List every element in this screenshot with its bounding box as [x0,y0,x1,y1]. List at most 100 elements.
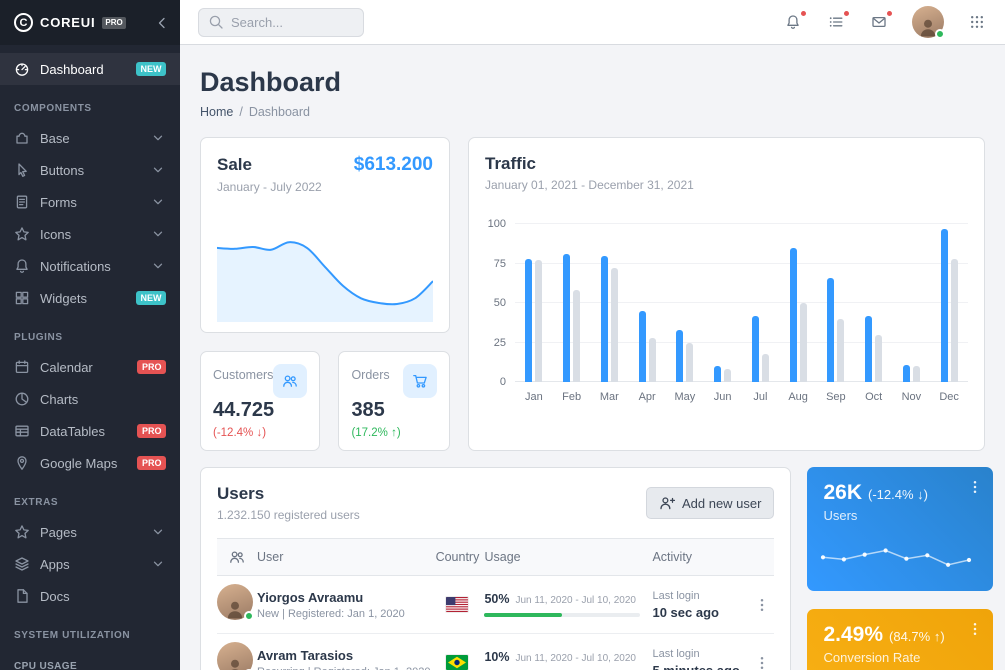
column-activity: Activity [652,550,693,564]
users-title: Users [217,484,265,503]
user-meta: Recurring | Registered: Jan 1, 2020 [257,666,430,670]
users-widget: 26K (-12.4% ↓) Users [807,467,994,591]
sidebar-item-calendar[interactable]: Calendar PRO [0,351,180,383]
sidebar-item-docs[interactable]: Docs [0,580,180,612]
bar-group-oct [855,224,893,382]
brand-name: COREUI [40,15,96,30]
user-name: Yiorgos Avraamu [257,589,364,605]
sidebar-utilization-label: CPU USAGE [14,661,78,670]
search-input[interactable] [231,14,354,30]
sidebar-item-label: DataTables [40,423,106,439]
bar-previous [686,342,694,382]
traffic-plot [515,223,968,382]
sidebar-item-widgets[interactable]: Widgets NEW [0,282,180,314]
sidebar-brand[interactable]: C COREUI PRO [0,0,180,45]
x-tick-label: Feb [562,391,582,403]
activity-value: 5 minutes ago [652,662,740,670]
sidebar-item-label: Pages [40,524,77,540]
bar-group-sep [817,224,855,382]
breadcrumb-home[interactable]: Home [200,105,234,119]
customers-label: Customers [213,368,274,382]
list-icon[interactable] [826,10,850,32]
user-name: Avram Tarasios [257,647,354,663]
sidebar-item-base[interactable]: Base [0,122,180,154]
gridline [515,262,968,264]
user-avatar[interactable] [912,6,945,39]
bar-current [827,277,835,382]
kebab-menu-button[interactable] [965,619,985,639]
usage-percent: 50% [484,592,510,606]
bar-current [600,255,608,382]
speedometer-icon [14,61,30,77]
sidebar-item-apps[interactable]: Apps [0,548,180,580]
bar-group-mar [591,224,629,382]
widgets-column: 26K (-12.4% ↓) Users 2.49% (84.7% ↑) Conversi… [807,467,994,670]
x-tick-label: Jul [753,391,768,403]
gridline [515,341,968,343]
coreui-logo-icon: C [14,13,33,32]
sidebar-collapse-button[interactable] [154,15,170,31]
layers-icon [14,556,30,572]
file-icon [14,588,30,604]
sidebar-item-label: Buttons [40,162,85,178]
customers-card: Customers 44.725 (-12.4% ↓) [200,351,321,451]
activity-label: Last login [652,589,700,602]
brand-pro-badge: PRO [102,16,126,29]
sidebar-item-icons[interactable]: Icons [0,218,180,250]
sidebar-item-label: Icons [40,226,72,242]
sidebar-item-google-maps[interactable]: Google Maps PRO [0,447,180,479]
sidebar-item-forms[interactable]: Forms [0,186,180,218]
sidebar-item-label: Notifications [40,258,111,274]
sidebar-item-buttons[interactable]: Buttons [0,154,180,186]
sidebar-item-notifications[interactable]: Notifications [0,250,180,282]
column-country: Country [435,550,480,564]
column-user: User [257,550,284,564]
bar-current [789,247,797,382]
bar-current [563,254,571,382]
sidebar-item-dashboard[interactable]: Dashboard NEW [0,53,180,85]
row-kebab-button[interactable] [752,653,772,670]
bell-icon[interactable] [783,10,807,32]
status-dot [935,29,945,39]
row-kebab-button[interactable] [752,595,772,615]
sidebar-item-charts[interactable]: Charts [0,383,180,415]
bar-current [638,310,646,382]
sale-period: January - July 2022 [217,180,322,194]
notes-icon [14,194,30,210]
sidebar-item-datatables[interactable]: DataTables PRO [0,415,180,447]
breadcrumb-separator: / [239,105,243,119]
users-table-header: User Country Usage Activity [217,538,775,576]
envelope-icon[interactable] [869,10,893,32]
sidebar-item-badge: NEW [136,291,166,305]
x-tick-label: May [674,391,696,403]
usage-progress [484,613,641,617]
bar-previous [648,337,656,382]
traffic-x-axis: Jan Feb Mar Apr May Jun Jul Aug Sep Oct Nov Dec [515,391,968,403]
widget-value: 2.49% [823,623,884,646]
x-tick-label: Aug [788,391,808,403]
search-icon [208,14,224,30]
grid-icon[interactable] [967,12,987,32]
bar-previous [799,303,807,382]
usage-period: Jun 11, 2020 - Jul 10, 2020 [515,595,636,606]
search-box[interactable] [198,7,364,37]
x-tick-label: Dec [939,391,959,403]
bell-icon [14,258,30,274]
bar-current [714,366,722,382]
avatar [217,642,254,670]
x-tick-label: Jan [525,391,543,403]
activity-label: Last login [652,647,700,660]
add-new-user-button[interactable]: Add new user [645,487,775,519]
sale-area-chart [217,241,433,322]
kebab-menu-button[interactable] [965,477,985,497]
map-icon [14,455,30,471]
sidebar-item-badge: PRO [137,456,166,470]
sidebar-item-label: Dashboard [40,61,104,77]
sale-card: Sale $613.200 January - July 2022 [200,137,450,333]
sidebar-item-pages[interactable]: Pages [0,516,180,548]
notification-dot [886,10,893,17]
y-tick-label: 75 [493,257,506,270]
breadcrumb-current: Dashboard [248,105,310,119]
bar-previous [950,258,958,382]
x-tick-label: Sep [826,391,846,403]
